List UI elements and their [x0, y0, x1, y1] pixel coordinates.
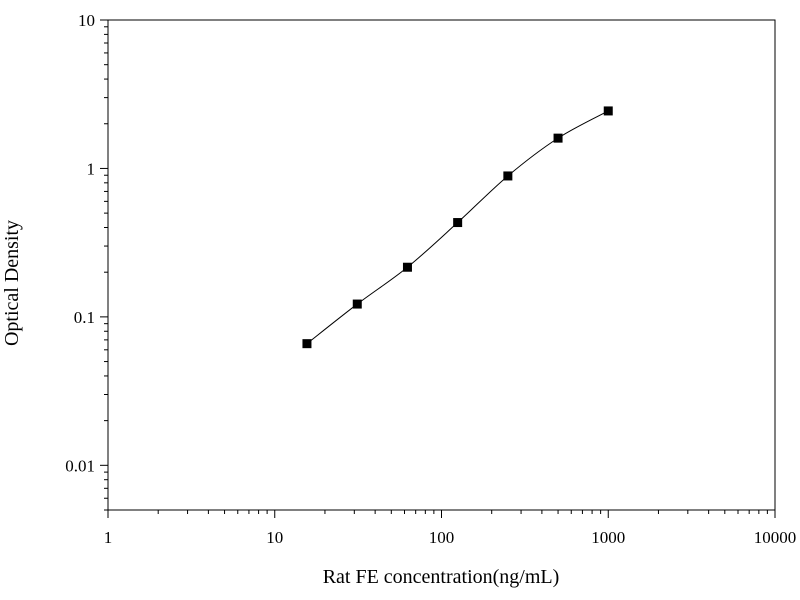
y-tick-label: 0.1 [74, 308, 95, 327]
y-tick-label: 1 [87, 159, 96, 178]
x-axis-ticks: 1 10 100 1000 10000 [104, 510, 797, 547]
data-point [503, 171, 513, 181]
x-tick-label: 10000 [754, 528, 797, 547]
plot-border [107, 19, 776, 511]
data-point [553, 133, 563, 143]
y-axis-ticks: 0.01 0.1 1 10 [65, 11, 108, 511]
fit-curve-layer [306, 110, 609, 345]
y-axis-title: Optical Density [1, 220, 23, 346]
plot-frame [107, 19, 776, 511]
x-tick-label: 1 [104, 528, 113, 547]
x-tick-label: 1000 [591, 528, 625, 547]
data-points-layer [302, 106, 613, 349]
y-tick-label: 0.01 [65, 456, 95, 475]
x-axis-title: Rat FE concentration(ng/mL) [323, 566, 560, 588]
data-point [453, 218, 463, 228]
data-point [352, 299, 362, 309]
data-point [402, 262, 412, 272]
y-tick-label: 10 [78, 11, 95, 30]
data-point [603, 106, 613, 116]
fit-curve-line [306, 110, 609, 345]
data-point [302, 339, 312, 349]
x-tick-label: 100 [429, 528, 455, 547]
x-tick-label: 10 [266, 528, 283, 547]
